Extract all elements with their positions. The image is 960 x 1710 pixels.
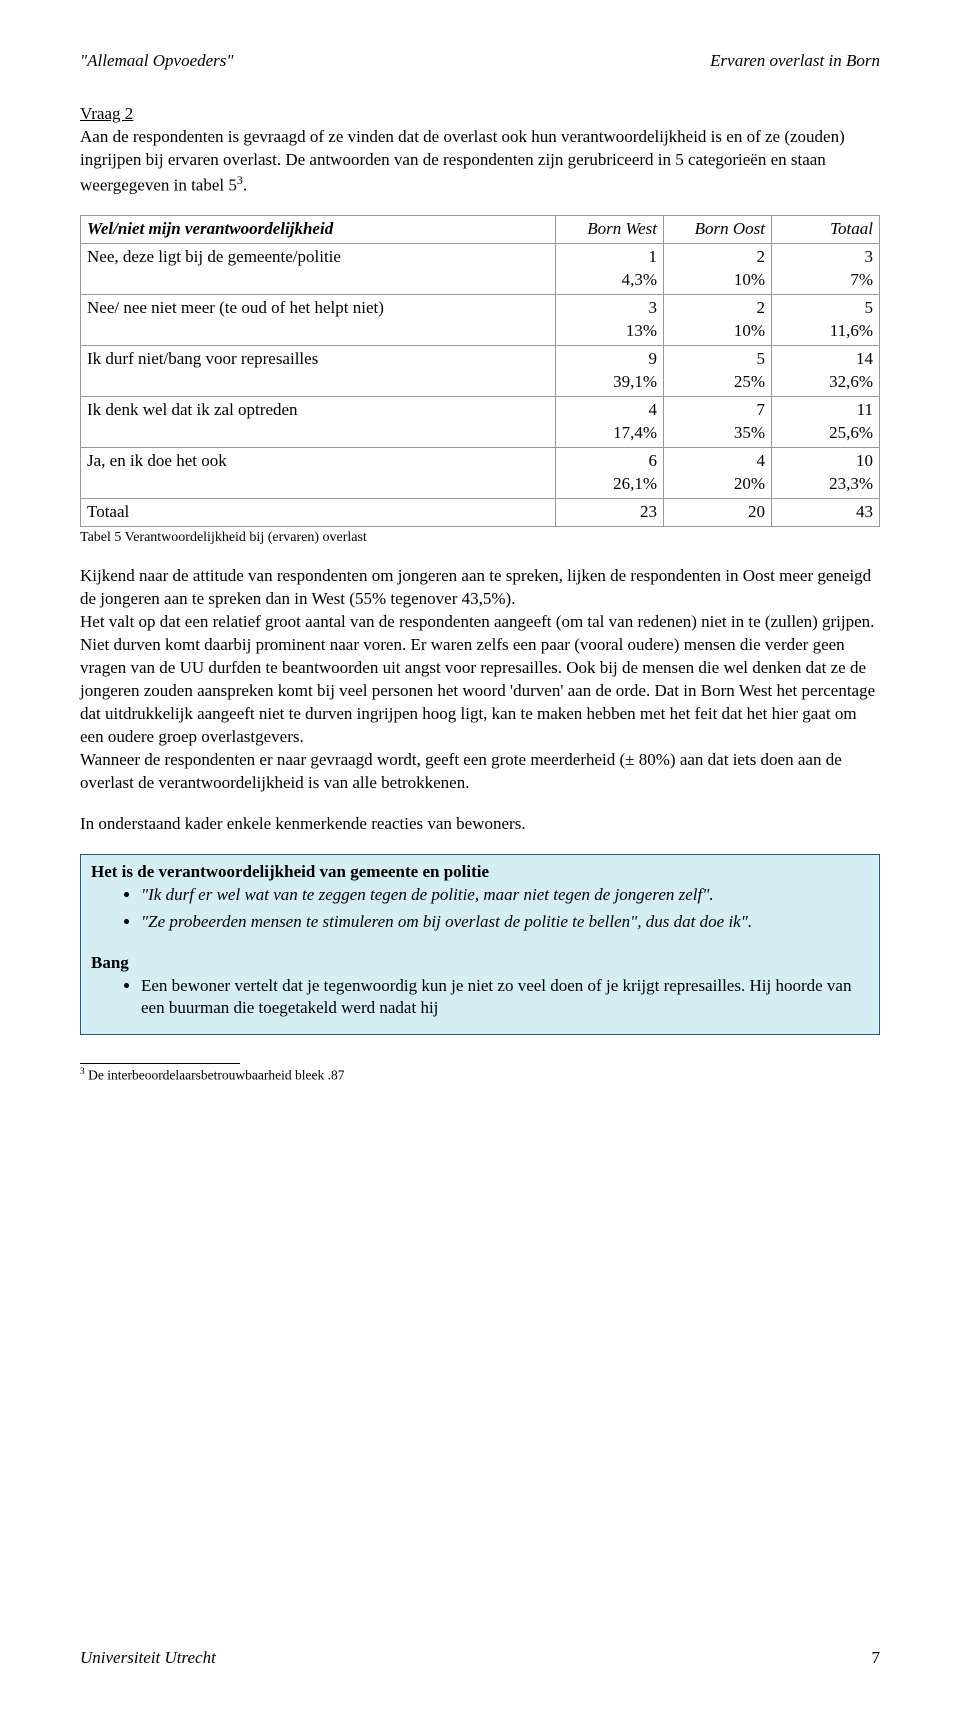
callout-list-1: "Ik durf er wel wat van te zeggen tegen … <box>91 884 869 934</box>
table-row: Ik denk wel dat ik zal optreden 417,4% 7… <box>81 396 880 447</box>
callout-quote: "Ik durf er wel wat van te zeggen tegen … <box>141 884 869 907</box>
question-intro: Vraag 2 Aan de respondenten is gevraagd … <box>80 103 880 197</box>
footnote-separator <box>80 1063 240 1064</box>
th-bornwest: Born West <box>556 216 664 244</box>
row-label: Ik durf niet/bang voor represailles <box>81 346 556 397</box>
callout-quote: Een bewoner vertelt dat je tegenwoordig … <box>141 975 869 1021</box>
page: "Allemaal Opvoeders" Ervaren overlast in… <box>0 0 960 1710</box>
footnote: 3 De interbeoordelaarsbetrouwbaarheid bl… <box>80 1066 880 1085</box>
cell: 37% <box>772 244 880 295</box>
analysis-p1: Kijkend naar de attitude van respondente… <box>80 565 880 611</box>
cell: 939,1% <box>556 346 664 397</box>
cell: 525% <box>664 346 772 397</box>
cell: 626,1% <box>556 447 664 498</box>
cell: 20 <box>664 498 772 526</box>
cell: 735% <box>664 396 772 447</box>
question-title: Vraag 2 <box>80 104 133 123</box>
page-number: 7 <box>872 1647 881 1670</box>
cell: 1125,6% <box>772 396 880 447</box>
page-footer: Universiteit Utrecht 7 <box>80 1647 880 1670</box>
analysis-p3: Wanneer de respondenten er naar gevraagd… <box>80 749 880 795</box>
th-totaal: Totaal <box>772 216 880 244</box>
table-row: Ik durf niet/bang voor represailles 939,… <box>81 346 880 397</box>
callout-list-2: Een bewoner vertelt dat je tegenwoordig … <box>91 975 869 1021</box>
cell: 417,4% <box>556 396 664 447</box>
running-header: "Allemaal Opvoeders" Ervaren overlast in… <box>80 50 880 73</box>
callout-heading-2: Bang <box>91 952 869 975</box>
cell: 23 <box>556 498 664 526</box>
table-row: Ja, en ik doe het ook 626,1% 420% 1023,3… <box>81 447 880 498</box>
table-row: Nee, deze ligt bij de gemeente/politie 1… <box>81 244 880 295</box>
row-label: Ik denk wel dat ik zal optreden <box>81 396 556 447</box>
row-label: Nee/ nee niet meer (te oud of het helpt … <box>81 295 556 346</box>
th-bornoost: Born Oost <box>664 216 772 244</box>
row-label: Totaal <box>81 498 556 526</box>
cell: 313% <box>556 295 664 346</box>
cell: 1432,6% <box>772 346 880 397</box>
question-text: Aan de respondenten is gevraagd of ze vi… <box>80 127 845 195</box>
row-label: Ja, en ik doe het ook <box>81 447 556 498</box>
cell: 1023,3% <box>772 447 880 498</box>
header-right: Ervaren overlast in Born <box>710 50 880 73</box>
row-label: Nee, deze ligt bij de gemeente/politie <box>81 244 556 295</box>
quotes-callout: Het is de verantwoordelijkheid van gemee… <box>80 854 880 1036</box>
callout-quote: "Ze probeerden mensen te stimuleren om b… <box>141 911 869 934</box>
callout-heading-1: Het is de verantwoordelijkheid van gemee… <box>91 861 869 884</box>
analysis-p4: In onderstaand kader enkele kenmerkende … <box>80 813 880 836</box>
table-caption: Tabel 5 Verantwoordelijkheid bij (ervare… <box>80 529 880 548</box>
table-total-row: Totaal 23 20 43 <box>81 498 880 526</box>
cell: 511,6% <box>772 295 880 346</box>
analysis-p2: Het valt op dat een relatief groot aanta… <box>80 611 880 749</box>
header-left: "Allemaal Opvoeders" <box>80 50 234 73</box>
cell: 210% <box>664 295 772 346</box>
th-label: Wel/niet mijn verantwoordelijkheid <box>81 216 556 244</box>
table-row: Nee/ nee niet meer (te oud of het helpt … <box>81 295 880 346</box>
responsibility-table: Wel/niet mijn verantwoordelijkheid Born … <box>80 215 880 526</box>
cell: 43 <box>772 498 880 526</box>
footer-left: Universiteit Utrecht <box>80 1647 216 1670</box>
cell: 420% <box>664 447 772 498</box>
cell: 14,3% <box>556 244 664 295</box>
cell: 210% <box>664 244 772 295</box>
